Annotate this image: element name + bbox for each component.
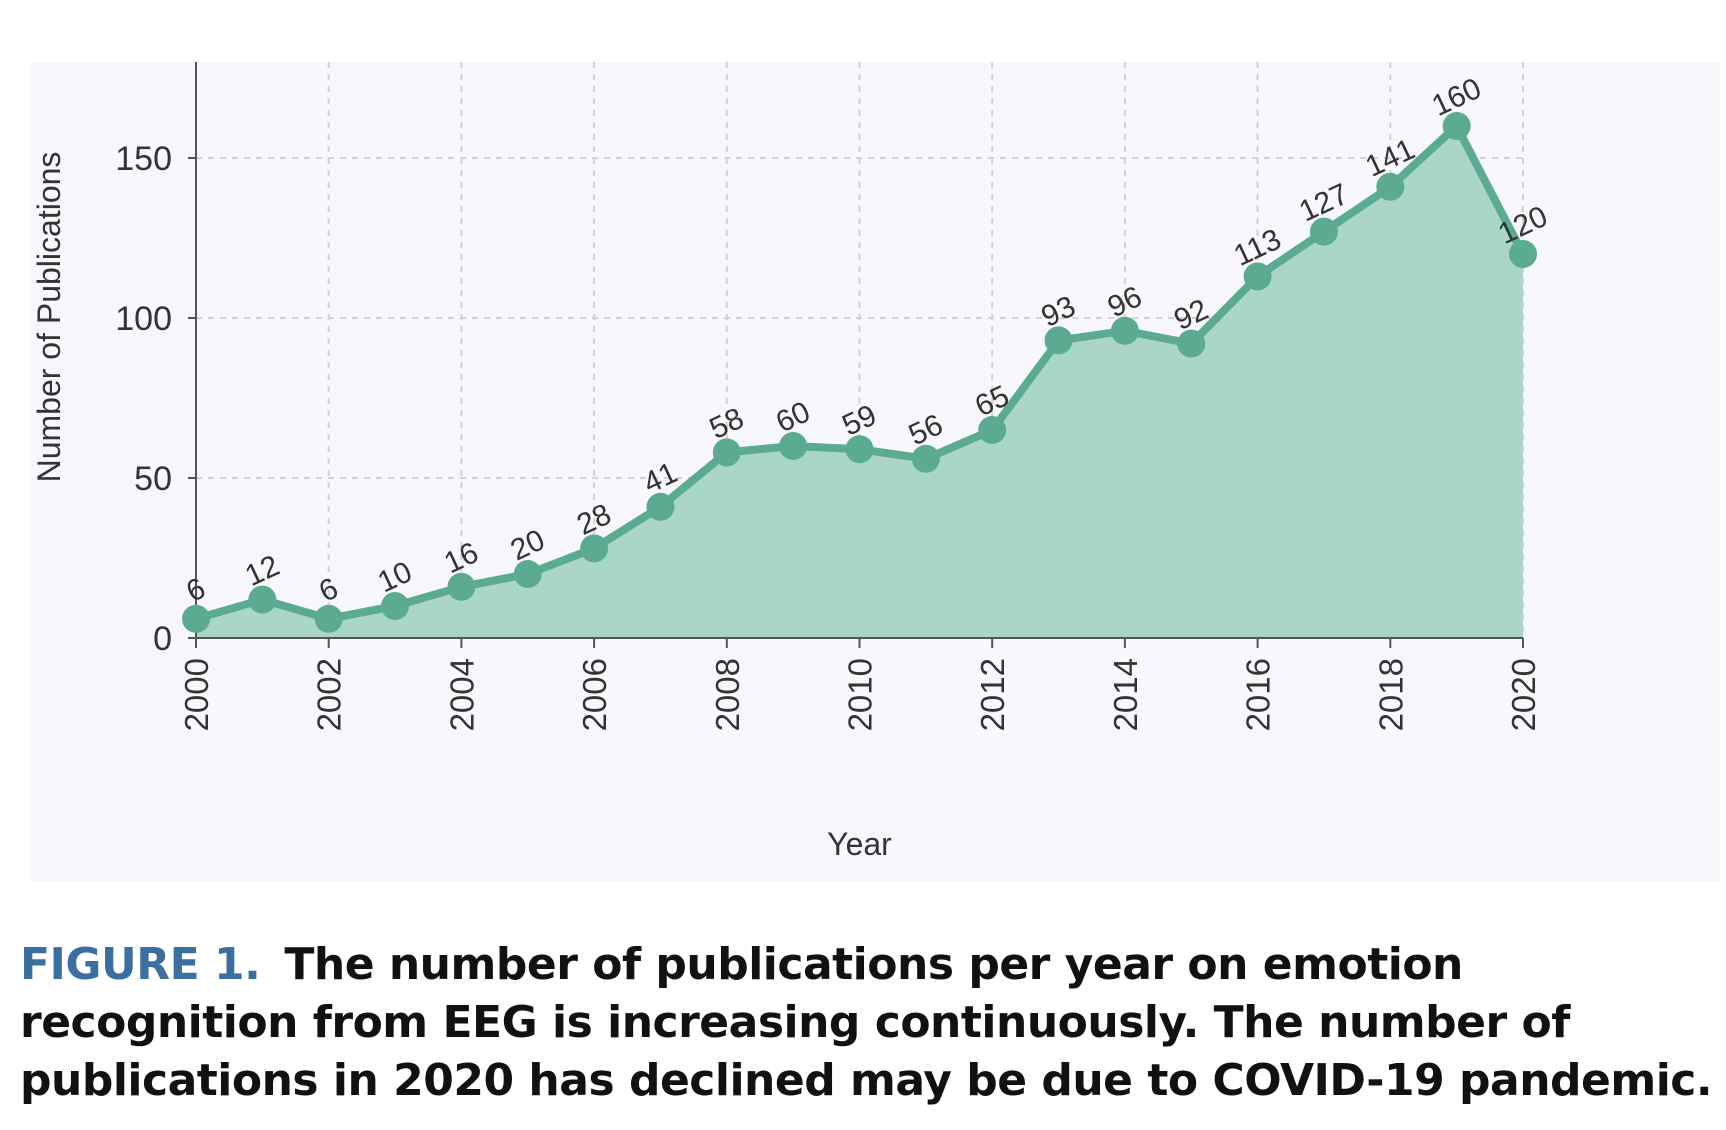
x-tick-label: 2008	[709, 658, 746, 731]
x-tick-label: 2004	[443, 658, 480, 731]
x-tick-label: 2016	[1240, 658, 1277, 731]
data-point	[381, 592, 410, 620]
data-point	[978, 416, 1007, 444]
area-fill	[196, 126, 1523, 638]
data-point	[513, 560, 542, 588]
x-tick-label: 2006	[576, 658, 613, 731]
data-point	[779, 432, 808, 460]
data-label: 6	[314, 572, 343, 609]
data-label: 6	[181, 572, 210, 609]
data-point	[1243, 262, 1272, 291]
data-label: 20	[506, 523, 550, 567]
x-tick-label: 2018	[1372, 658, 1409, 731]
data-point	[646, 492, 675, 521]
data-point	[1376, 172, 1405, 201]
data-label: 60	[771, 395, 815, 439]
x-tick-label: 2020	[1505, 658, 1542, 731]
x-axis-title: Year	[827, 826, 892, 862]
data-label: 56	[904, 408, 948, 452]
data-point	[845, 435, 874, 464]
data-label: 93	[1036, 290, 1080, 334]
data-point	[911, 444, 940, 473]
data-point	[1177, 329, 1206, 358]
data-point	[1110, 316, 1139, 345]
y-axis-title: Number of Publications	[31, 152, 67, 483]
data-points	[182, 112, 1537, 633]
x-tick-label: 2014	[1107, 658, 1144, 731]
data-point	[447, 572, 476, 601]
figure-label: FIGURE 1.	[20, 939, 261, 990]
chart-panel: 0 50 100 150 2000 2002 2004 2006 2008 2010 2012 20…	[30, 62, 1720, 882]
data-point	[182, 604, 210, 633]
x-tick-label: 2012	[974, 658, 1011, 731]
data-point	[1442, 112, 1471, 140]
data-label: 16	[439, 536, 483, 580]
y-tick-label: 50	[134, 460, 172, 498]
data-label: 12	[240, 549, 284, 593]
data-point	[580, 534, 609, 563]
figure-caption: FIGURE 1. The number of publications per …	[20, 936, 1720, 1110]
data-point	[1309, 217, 1338, 246]
y-tick-label: 150	[115, 140, 172, 178]
data-point	[314, 604, 343, 633]
x-tick-label: 2010	[842, 658, 879, 731]
x-axis-ticks: 2000 2002 2004 2006 2008 2010 2012 2014 2016 2018…	[178, 638, 1542, 731]
data-label: 58	[705, 402, 749, 446]
caption-text: The number of publications per year on e…	[20, 939, 1713, 1106]
y-axis-ticks: 0 50 100 150	[115, 140, 196, 658]
y-tick-label: 100	[115, 300, 172, 338]
data-label: 160	[1427, 72, 1486, 123]
data-point	[1044, 326, 1073, 355]
data-point	[712, 438, 741, 467]
data-label: 59	[837, 399, 881, 443]
x-tick-label: 2002	[311, 658, 348, 731]
data-point	[248, 585, 277, 614]
x-tick-label: 2000	[178, 658, 215, 731]
y-tick-label: 0	[153, 620, 172, 658]
data-point	[1509, 240, 1537, 268]
data-label: 10	[373, 555, 417, 599]
